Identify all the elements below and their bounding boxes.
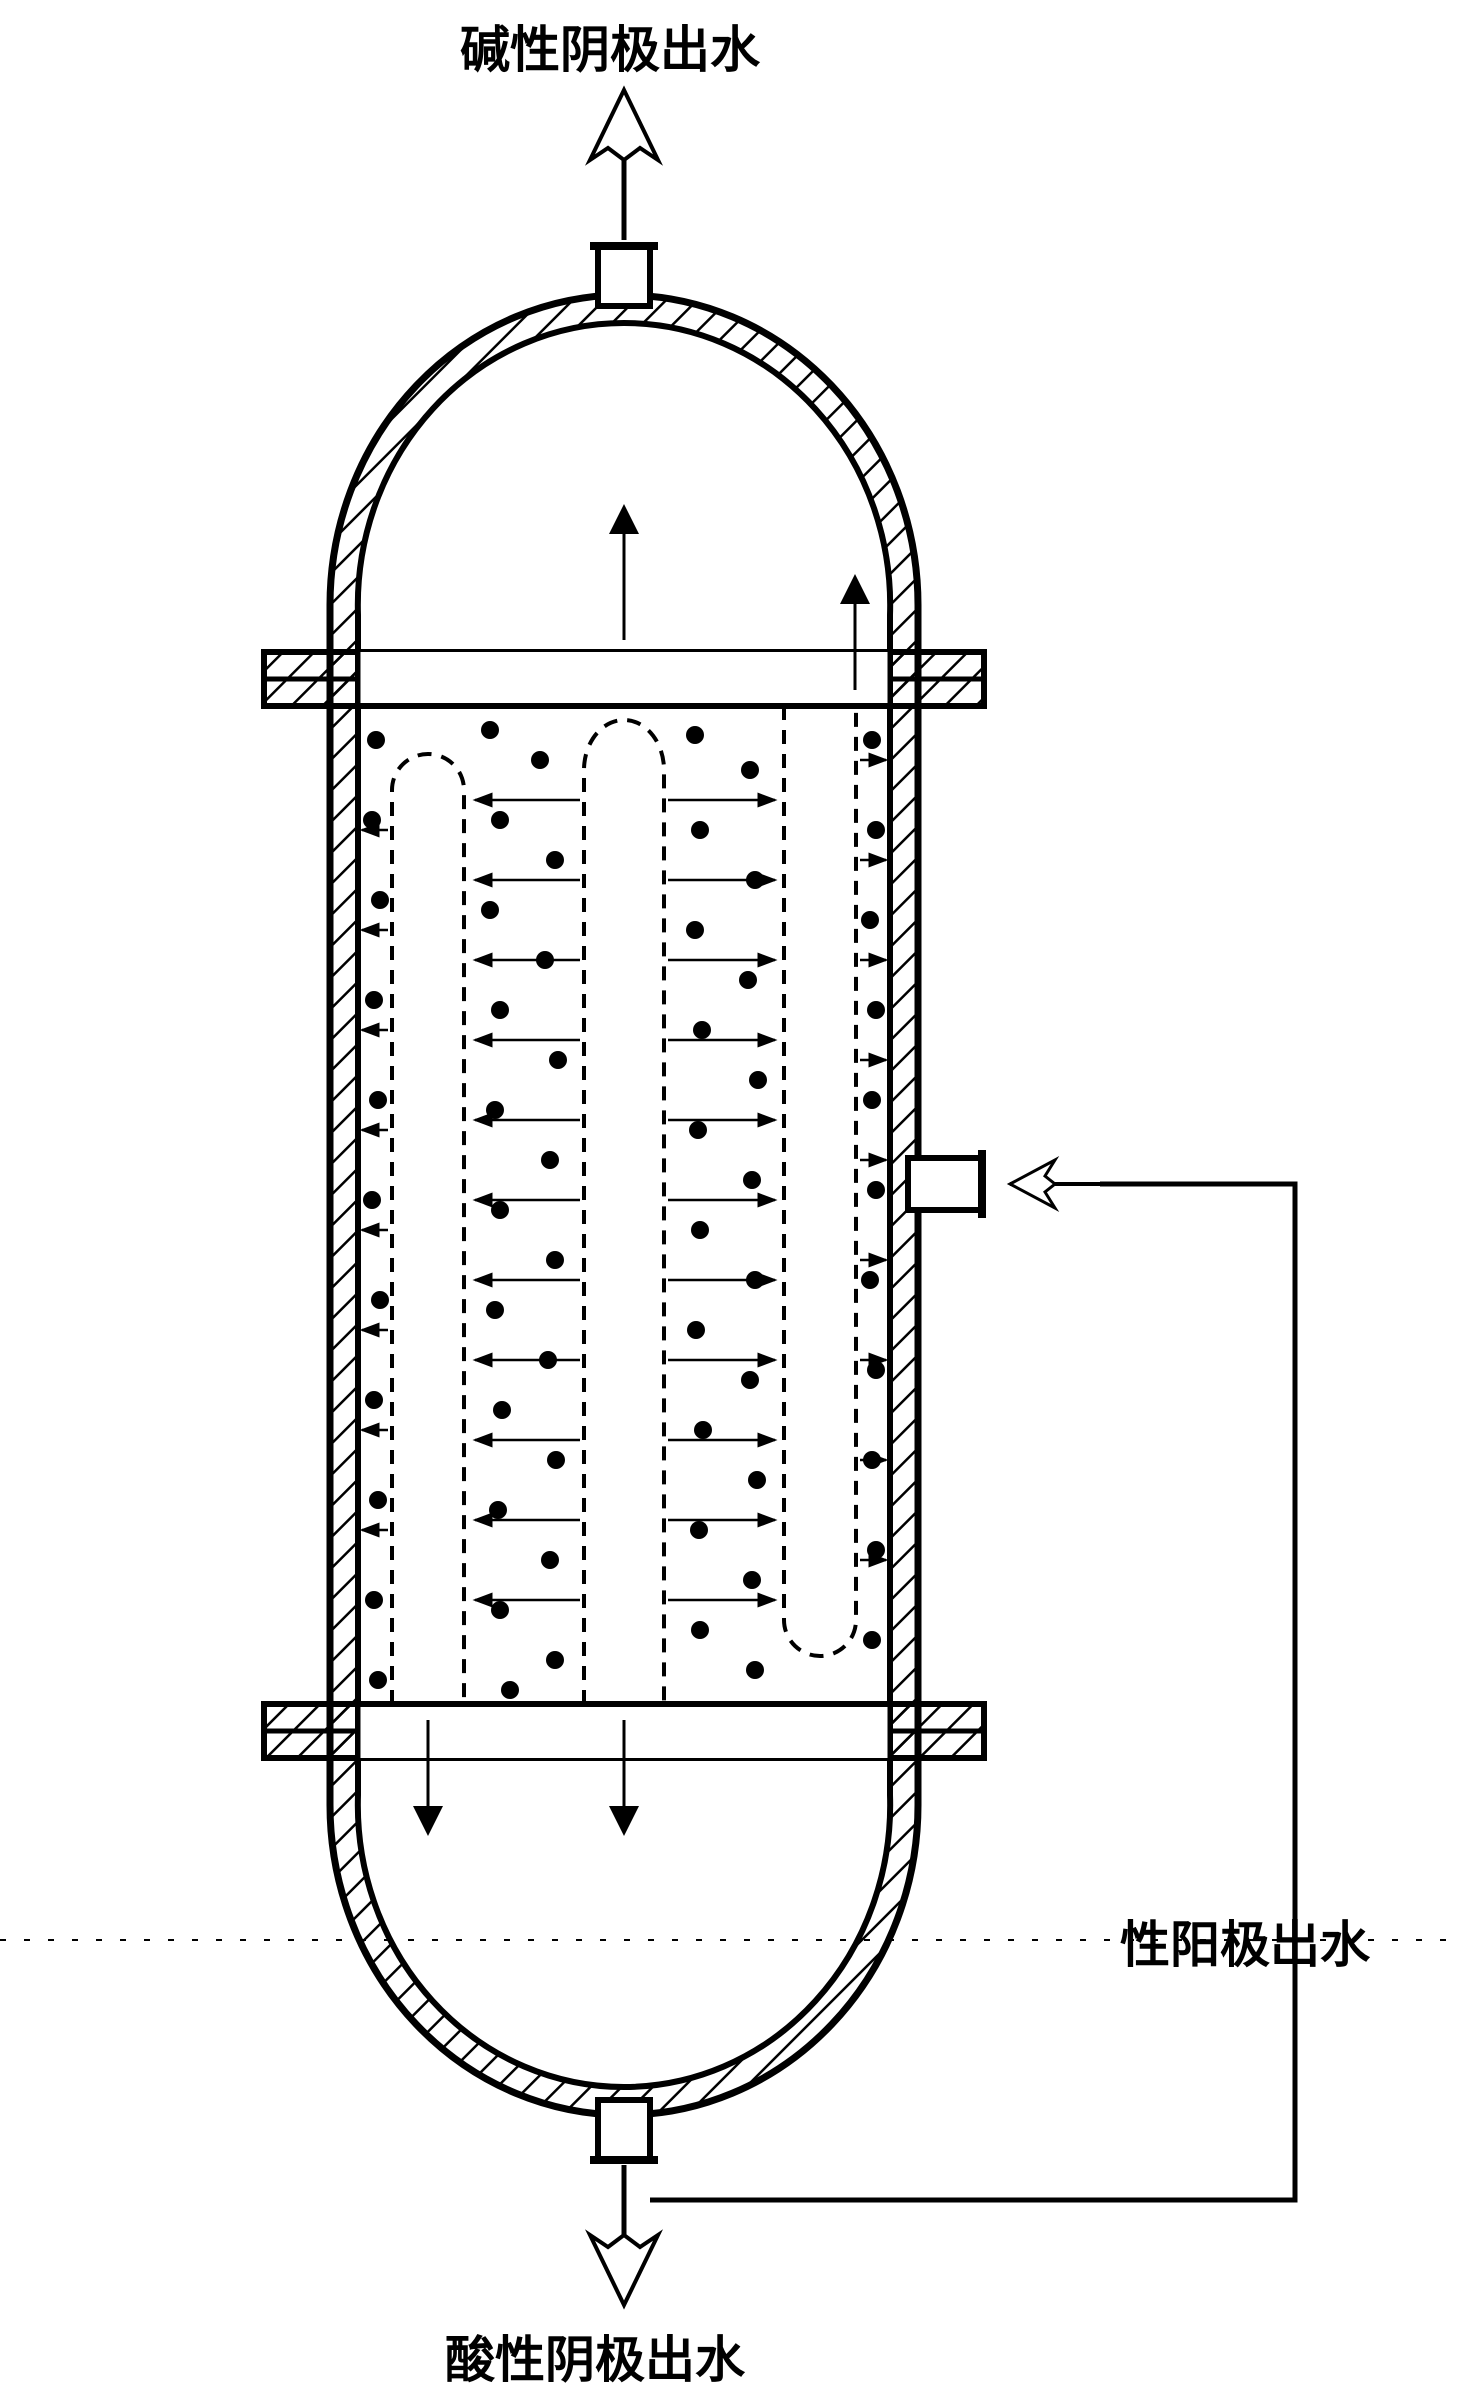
top-port (590, 246, 658, 306)
packing-dots (363, 721, 885, 1699)
side-inlet-port (908, 1150, 982, 1218)
side-inlet-arrow (1010, 1160, 1100, 1208)
diagram-container: 碱性阴极出水 酸性阴极出水 性阳极出水 (0, 0, 1458, 2394)
diagram-svg (0, 0, 1458, 2394)
bottom-port (590, 2100, 658, 2160)
packed-bed-box (358, 706, 890, 1704)
upper-flange (264, 652, 984, 706)
top-outlet-arrow (590, 90, 658, 240)
left-channel (392, 754, 464, 1704)
bottom-outlet-arrow (590, 2165, 658, 2305)
right-channel (784, 706, 856, 1656)
recycle-line (650, 1184, 1295, 2200)
middle-column (584, 720, 664, 1704)
inner-flow-arrows (362, 760, 886, 1600)
